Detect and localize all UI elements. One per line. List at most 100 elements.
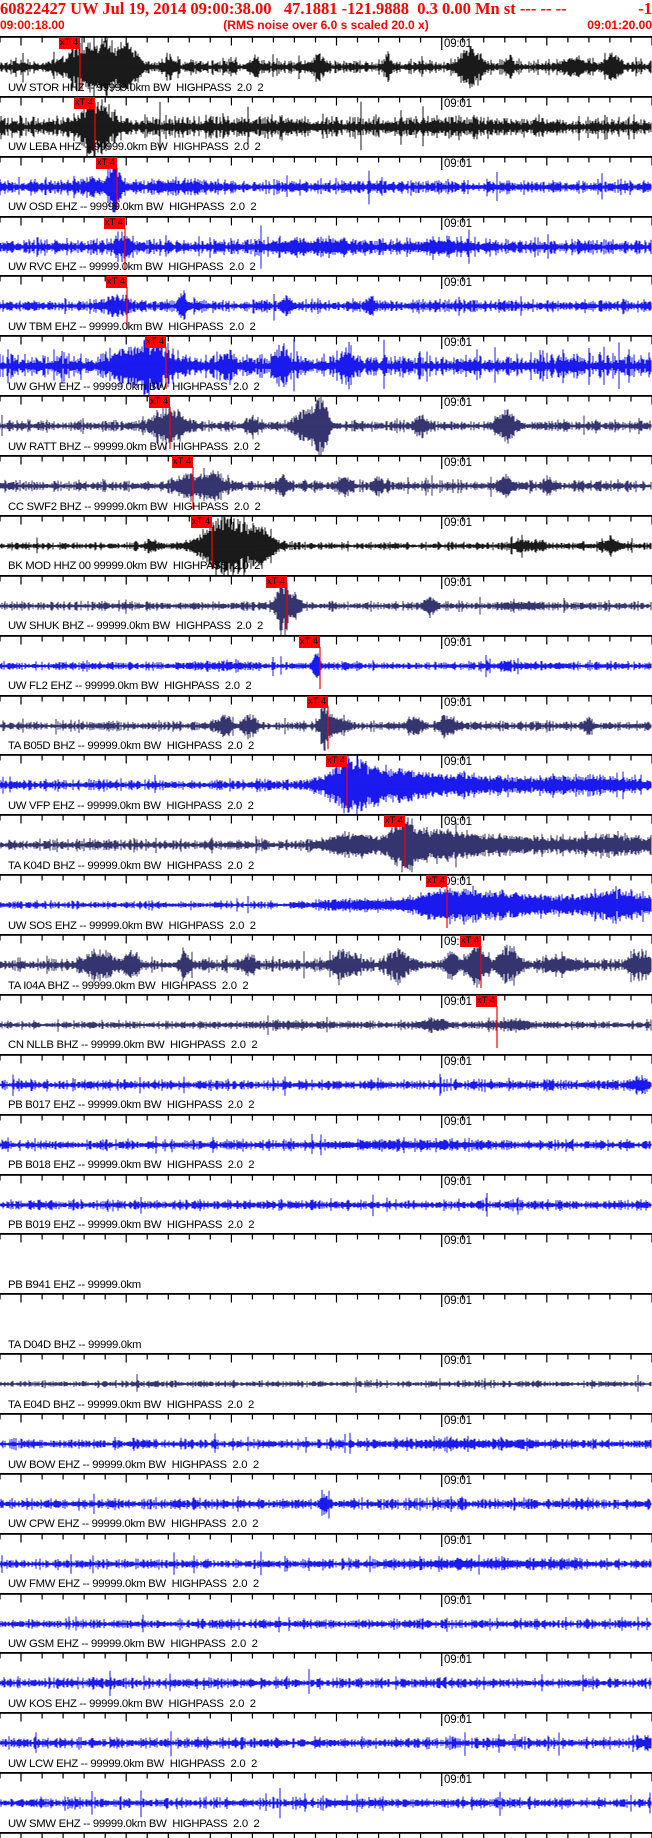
phase-pick-marker[interactable]: xT 4 [148, 396, 170, 409]
phase-pick-marker[interactable]: xT 4 [144, 336, 166, 349]
time-label: 09:01 [444, 576, 472, 589]
station-label: UW STOR HHZ -- 99999.0km BW HIGHPASS 2.0… [8, 81, 264, 94]
waveform-plot[interactable] [0, 1592, 652, 1653]
trace-row[interactable]: 09:01 UW KOS EHZ -- 99999.0km BW HIGHPAS… [0, 1652, 652, 1712]
waveform-plot[interactable] [0, 1233, 652, 1293]
trace-row[interactable]: 09:01 UW SHUK BHZ -- 99999.0km BW HIGHPA… [0, 574, 652, 635]
waveform-plot[interactable] [0, 993, 652, 1054]
trace-row[interactable]: 09:01 PB B018 EHZ -- 99999.0km BW HIGHPA… [0, 1113, 652, 1174]
phase-pick-label: xT 4 [149, 396, 169, 408]
time-label: 09:01 [444, 277, 472, 290]
waveform-plot[interactable] [0, 754, 652, 815]
timeline-ruler [0, 1712, 652, 1715]
waveform-plot[interactable] [0, 1173, 652, 1234]
trace-row[interactable]: 09:01 UW BOW EHZ -- 99999.0km BW HIGHPAS… [0, 1413, 652, 1473]
waveform-plot[interactable] [0, 814, 652, 874]
station-label: UW SHUK BHZ -- 99999.0km BW HIGHPASS 2.0… [8, 620, 263, 633]
waveform-plot[interactable] [0, 1652, 652, 1712]
phase-pick-marker[interactable]: xT 4 [58, 37, 80, 49]
waveform-plot[interactable] [0, 455, 652, 515]
trace-row[interactable]: 09:01 TA D04D BHZ -- 99999.0km [0, 1293, 652, 1353]
phase-pick-marker[interactable]: xT 4 [171, 456, 193, 469]
phase-pick-label: xT 4 [460, 935, 480, 947]
waveform-plot[interactable] [0, 1353, 652, 1413]
trace-row[interactable]: 09:01 PB B019 EHZ -- 99999.0km BW HIGHPA… [0, 1173, 652, 1234]
phase-pick-marker[interactable]: xT 4 [306, 695, 328, 708]
waveform-plot[interactable] [0, 1472, 652, 1533]
trace-row[interactable]: 09:01 UW RVC EHZ -- 99999.0km BW HIGHPAS… [0, 215, 652, 276]
trace-row[interactable]: 09:01 CC SWF2 BHZ -- 99999.0km BW HIGHPA… [0, 455, 652, 515]
phase-pick-marker[interactable]: xT 4 [73, 96, 95, 109]
waveform-plot[interactable] [0, 95, 652, 156]
trace-row[interactable]: 09:01 TA B05D BHZ -- 99999.0km BW HIGHPA… [0, 694, 652, 755]
waveform-plot[interactable] [0, 36, 652, 96]
phase-pick-marker[interactable]: xT 4 [190, 515, 212, 528]
phase-pick-marker[interactable]: xT 4 [103, 216, 125, 229]
phase-pick-marker[interactable]: xT 4 [105, 276, 127, 289]
waveform-plot[interactable] [0, 395, 652, 456]
waveform-plot[interactable] [0, 934, 652, 994]
phase-pick-marker[interactable]: xT 4 [298, 635, 320, 648]
phase-pick-marker[interactable]: xT 4 [325, 755, 347, 768]
trace-row[interactable]: 09:01 UW GSM EHZ -- 99999.0km BW HIGHPAS… [0, 1592, 652, 1653]
time-label: 09:01 [444, 1415, 472, 1427]
waveform-plot[interactable] [0, 215, 652, 276]
bottom-ruler [0, 1832, 652, 1838]
timeline-ruler [0, 275, 652, 278]
phase-pick-marker[interactable]: xT 4 [265, 575, 287, 588]
waveform-plot[interactable] [0, 694, 652, 755]
phase-pick-marker[interactable]: xT 4 [95, 156, 117, 169]
timeline-ruler [0, 1233, 652, 1236]
trace-row[interactable]: 09:01 UW LCW EHZ -- 99999.0km BW HIGHPAS… [0, 1712, 652, 1772]
phase-pick-label: xT 4 [74, 96, 94, 108]
waveform-plot[interactable] [0, 634, 652, 695]
tick-marks [0, 1833, 652, 1838]
trace-row[interactable]: 09:01 UW RATT BHZ -- 99999.0km BW HIGHPA… [0, 395, 652, 456]
trace-row[interactable]: 09:01 BK MOD HHZ 00 99999.0km BW HIGHPAS… [0, 514, 652, 575]
timeline-ruler [0, 1293, 652, 1296]
trace-row[interactable]: 09:01 UW OSD EHZ -- 99999.0km BW HIGHPAS… [0, 155, 652, 216]
trace-row[interactable]: 09:01 UW FMW EHZ -- 99999.0km BW HIGHPAS… [0, 1532, 652, 1593]
waveform-plot[interactable] [0, 1712, 652, 1772]
trace-row[interactable]: 09:01 TA K04D BHZ -- 99999.0km BW HIGHPA… [0, 814, 652, 874]
waveform-plot[interactable] [0, 1053, 652, 1114]
trace-row[interactable]: 09:01 UW CPW EHZ -- 99999.0km BW HIGHPAS… [0, 1472, 652, 1533]
time-label: 09:01 [444, 397, 472, 410]
trace-row[interactable]: 09:01 PB B017 EHZ -- 99999.0km BW HIGHPA… [0, 1053, 652, 1114]
trace-row[interactable]: 09:01 UW SOS EHZ -- 99999.0km BW HIGHPAS… [0, 874, 652, 934]
trace-row[interactable]: 09:01 UW LEBA HHZ -- 99999.0km BW HIGHPA… [0, 95, 652, 156]
trace-row[interactable]: 09:01 CN NLLB BHZ -- 99999.0km BW HIGHPA… [0, 993, 652, 1054]
waveform-plot[interactable] [0, 1293, 652, 1353]
waveform-plot[interactable] [0, 1772, 652, 1832]
trace-row[interactable]: 09:01 PB B941 EHZ -- 99999.0km [0, 1233, 652, 1293]
waveform-plot[interactable] [0, 275, 652, 335]
trace-row[interactable]: 09:01 UW VFP EHZ -- 99999.0km BW HIGHPAS… [0, 754, 652, 815]
waveform-plot[interactable] [0, 1413, 652, 1473]
trace-row[interactable]: 09:01 UW STOR HHZ -- 99999.0km BW HIGHPA… [0, 36, 652, 96]
trace-row[interactable]: 09:01 UW FL2 EHZ -- 99999.0km BW HIGHPAS… [0, 634, 652, 695]
waveform-plot[interactable] [0, 155, 652, 216]
trace-row[interactable]: 09:01 TA E04D BHZ -- 99999.0km BW HIGHPA… [0, 1353, 652, 1413]
phase-pick-marker[interactable]: xT 4 [459, 935, 481, 948]
trace-row[interactable]: 09:01 UW GHW EHZ -- 99999.0km BW HIGHPAS… [0, 335, 652, 396]
waveform-plot[interactable] [0, 1532, 652, 1593]
timeline-ruler [0, 874, 652, 876]
phase-pick-marker[interactable]: xT 4 [383, 815, 405, 828]
phase-pick-marker[interactable]: xT 4 [475, 994, 497, 1007]
trace-row[interactable]: 09:01 TA I04A BHZ -- 99999.0km BW HIGHPA… [0, 934, 652, 994]
tick-marks [0, 97, 652, 110]
waveform-plot[interactable] [0, 514, 652, 575]
trace-row[interactable]: 09:01 UW TBM EHZ -- 99999.0km BW HIGHPAS… [0, 275, 652, 335]
phase-pick-marker[interactable]: xT 4 [425, 875, 447, 888]
station-label: UW SOS EHZ -- 99999.0km BW HIGHPASS 2.0 … [8, 919, 256, 932]
trace-row[interactable]: 09:01 UW SMW EHZ -- 99999.0km BW HIGHPAS… [0, 1772, 652, 1832]
waveform-plot[interactable] [0, 574, 652, 635]
event-flag: -1 [638, 0, 652, 18]
station-label: UW OSD EHZ -- 99999.0km BW HIGHPASS 2.0 … [8, 201, 257, 214]
time-window-header: 09:00:18.00 (RMS noise over 6.0 s scaled… [0, 18, 652, 34]
waveform-plot[interactable] [0, 1113, 652, 1174]
time-label: 09:01 [444, 217, 472, 230]
tick-marks [0, 1653, 652, 1667]
tick-marks [0, 1115, 652, 1128]
tick-marks [0, 396, 652, 410]
